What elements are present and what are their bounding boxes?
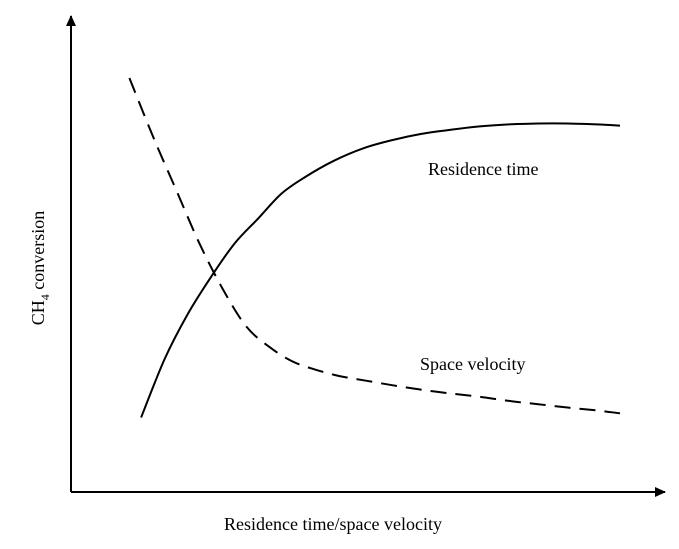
y-axis-label: CH4 conversion — [28, 211, 52, 326]
series-line-space-velocity — [128, 77, 621, 415]
y-axis-label-suffix: conversion — [28, 211, 48, 294]
series-line-residence-time — [140, 122, 621, 418]
y-axis-label-subscript: 4 — [38, 294, 52, 300]
y-axis-label-prefix: CH — [28, 300, 48, 325]
series-label-residence-time: Residence time — [428, 159, 538, 179]
series-label-space-velocity: Space velocity — [420, 354, 525, 374]
x-axis-label: Residence time/space velocity — [224, 514, 442, 534]
series-layer — [128, 77, 621, 418]
